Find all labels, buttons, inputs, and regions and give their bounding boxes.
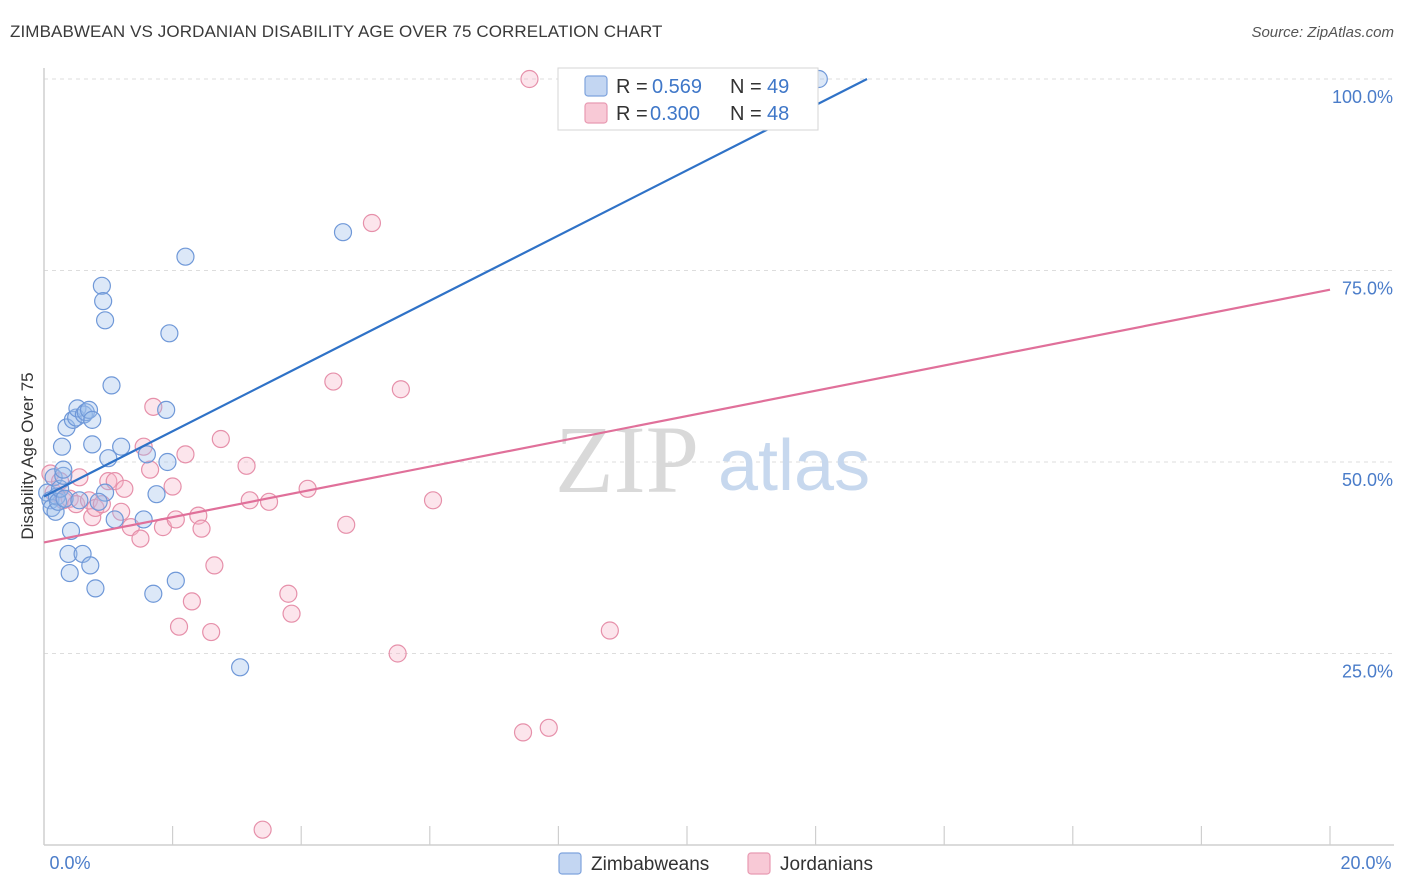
jordanian-point-42 — [391, 380, 410, 399]
zimbabwean-point-18 — [70, 491, 89, 510]
legend-n-value-1: 49 — [767, 76, 789, 98]
zimbabweans-points — [38, 69, 828, 677]
y-tick-labels: 25.0% 50.0% 75.0% 100.0% — [1332, 87, 1393, 682]
zimbabwean-point-27 — [92, 276, 111, 295]
watermark: ZIP atlas — [555, 406, 870, 513]
zimbabwean-point-25 — [83, 435, 102, 454]
zimbabwean-point-37 — [144, 584, 163, 603]
jordanian-point-18 — [140, 460, 160, 479]
zimbabwean-point-8 — [52, 437, 72, 456]
jordanian-point-35 — [279, 584, 298, 603]
x-tick-label-min: 0.0% — [49, 853, 90, 873]
zimbabwean-point-41 — [160, 324, 179, 343]
zimbabwean-point-28 — [94, 292, 113, 311]
jordanian-point-24 — [176, 445, 195, 464]
jordanian-point-29 — [205, 556, 224, 575]
jordanian-point-46 — [539, 718, 558, 737]
zimbabwean-point-10 — [55, 489, 74, 508]
jordanian-point-30 — [211, 429, 230, 449]
zimbabwean-point-33 — [105, 510, 124, 529]
zimbabwean-point-43 — [176, 247, 195, 266]
zimbabwean-point-40 — [158, 452, 177, 472]
jordanian-point-33 — [253, 820, 272, 839]
jordanian-point-21 — [163, 477, 182, 496]
top-legend: R = 0.569 N = 49 R = 0.300 N = 48 — [557, 67, 819, 131]
trend-lines — [43, 78, 1331, 544]
jordanian-point-27 — [192, 519, 211, 538]
watermark-atlas: atlas — [718, 426, 870, 506]
zimbabwean-point-23 — [81, 556, 100, 575]
grid-lines — [44, 78, 1394, 654]
jordanian-point-36 — [282, 604, 301, 623]
zimbabwean-point-44 — [231, 658, 250, 677]
legend-r-label-1: R = — [616, 76, 648, 98]
x-tick-label-max: 20.0% — [1340, 853, 1391, 873]
zimbabwean-point-36 — [137, 445, 156, 464]
y-tick-label-100: 100.0% — [1332, 87, 1393, 107]
zimbabweans-trend-line — [43, 78, 868, 498]
jordanian-point-11 — [99, 472, 118, 491]
legend-r-label-2: R = — [616, 103, 648, 125]
y-axis-label: Disability Age Over 75 — [18, 372, 37, 539]
bottom-legend-label-zimbabweans: Zimbabweans — [591, 854, 709, 875]
jordanian-point-14 — [115, 479, 134, 498]
legend-n-value-2: 48 — [767, 103, 789, 125]
zimbabwean-point-39 — [157, 400, 176, 420]
zimbabwean-point-24 — [83, 410, 102, 429]
source-label: Source: ZipAtlas.com — [1251, 24, 1394, 41]
zimbabwean-point-30 — [95, 483, 115, 502]
jordanian-point-39 — [337, 515, 356, 534]
legend-swatch-jordanians — [584, 102, 608, 124]
jordanian-point-40 — [362, 213, 382, 233]
jordanian-point-31 — [237, 456, 256, 475]
legend-r-value-2: 0.300 — [650, 103, 700, 125]
zimbabwean-point-48 — [54, 460, 73, 479]
jordanian-point-34 — [259, 492, 279, 511]
legend-n-label-2: N = — [730, 103, 762, 125]
zimbabwean-point-9 — [54, 466, 73, 485]
zimbabwean-point-29 — [95, 311, 115, 330]
jordanians-trend-line — [43, 288, 1331, 544]
zimbabwean-point-32 — [102, 376, 121, 395]
jordanian-point-22 — [166, 510, 185, 529]
zimbabwean-point-26 — [86, 579, 105, 598]
x-ticks — [172, 826, 1331, 845]
jordanian-point-41 — [388, 644, 407, 663]
zimbabwean-point-38 — [147, 485, 166, 504]
jordanian-point-47 — [600, 621, 619, 640]
bottom-legend-label-jordanians: Jordanians — [780, 854, 873, 875]
bottom-legend-swatch-jordanians — [747, 852, 771, 875]
y-tick-label-75: 75.0% — [1342, 279, 1393, 299]
jordanian-point-23 — [169, 617, 189, 636]
jordanian-point-25 — [182, 592, 201, 611]
bottom-legend: Zimbabweans Jordanians — [558, 852, 873, 875]
watermark-zip: ZIP — [555, 406, 699, 513]
zimbabwean-point-13 — [60, 563, 79, 583]
jordanian-point-10 — [92, 495, 111, 514]
jordanian-point-16 — [131, 529, 150, 548]
zimbabwean-point-47 — [89, 492, 108, 511]
jordanian-point-43 — [423, 491, 443, 510]
legend-r-value-1: 0.569 — [652, 76, 702, 98]
chart-title: ZIMBABWEAN VS JORDANIAN DISABILITY AGE O… — [10, 22, 663, 41]
zimbabwean-point-45 — [333, 223, 353, 242]
bottom-legend-swatch-zimbabweans — [558, 852, 582, 875]
zimbabwean-point-34 — [112, 437, 131, 456]
legend-n-label-1: N = — [730, 76, 762, 98]
legend-swatch-zimbabweans — [584, 75, 608, 97]
y-tick-label-25: 25.0% — [1342, 662, 1393, 682]
jordanian-point-44 — [513, 723, 533, 742]
jordanian-point-28 — [202, 622, 221, 642]
jordanian-point-45 — [520, 69, 539, 89]
zimbabwean-point-42 — [166, 571, 185, 590]
zimbabwean-point-35 — [134, 510, 153, 529]
axes — [43, 68, 1394, 846]
jordanian-point-38 — [324, 372, 343, 391]
zimbabwean-point-12 — [59, 544, 78, 564]
jordanians-points — [41, 69, 619, 839]
zimbabwean-point-22 — [79, 400, 99, 420]
y-tick-label-50: 50.0% — [1342, 470, 1393, 490]
